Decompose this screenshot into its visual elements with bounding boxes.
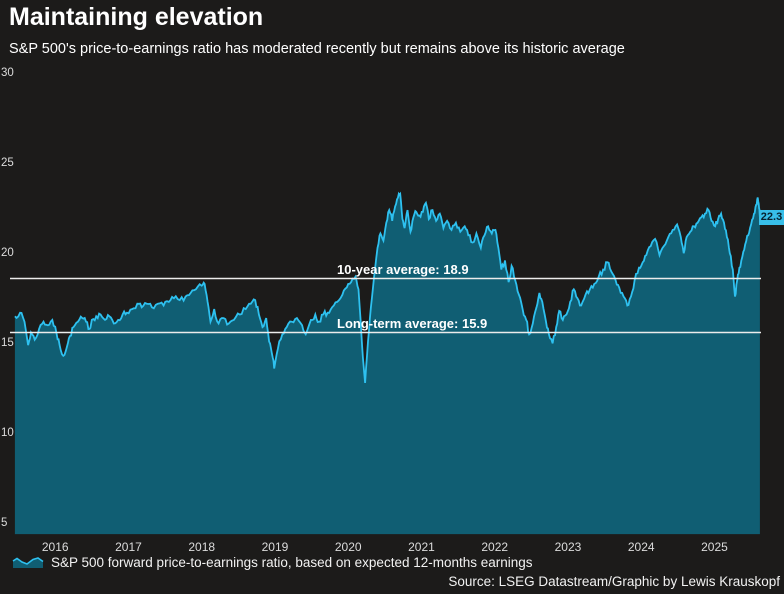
x-axis-label: 2025 <box>701 540 728 554</box>
x-axis-label: 2021 <box>408 540 435 554</box>
y-axis-label: 20 <box>1 246 14 259</box>
y-axis-label: 25 <box>1 156 14 169</box>
x-axis-label: 2024 <box>627 540 655 554</box>
page-title: Maintaining elevation <box>9 3 264 31</box>
y-axis-label: 10 <box>1 426 14 439</box>
area-chart-icon <box>12 557 44 568</box>
y-axis-label: 30 <box>1 66 14 79</box>
x-axis-label: 2016 <box>41 540 69 554</box>
x-axis-label: 2018 <box>188 540 216 554</box>
x-axis-label: 2019 <box>261 540 289 554</box>
series-line <box>14 191 761 383</box>
x-axis-label: 2020 <box>334 540 362 554</box>
chart-subtitle: S&P 500's price-to-earnings ratio has mo… <box>9 41 625 57</box>
series-area-fill <box>14 193 760 535</box>
source-credit: Source: LSEG Datastream/Graphic by Lewis… <box>448 574 780 589</box>
x-axis-label: 2022 <box>481 540 509 554</box>
x-axis-label: 2023 <box>554 540 582 554</box>
legend: S&P 500 forward price-to-earnings ratio,… <box>12 555 533 570</box>
last-value-badge: 22.3 <box>759 209 784 225</box>
legend-label: S&P 500 forward price-to-earnings ratio,… <box>51 555 533 570</box>
y-axis-label: 5 <box>1 516 8 529</box>
ten-year-average-label: 10-year average: 18.9 <box>337 261 469 277</box>
long-term-average-label: Long-term average: 15.9 <box>337 315 488 331</box>
x-axis-label: 2017 <box>115 540 142 554</box>
y-axis-label: 15 <box>1 336 14 349</box>
